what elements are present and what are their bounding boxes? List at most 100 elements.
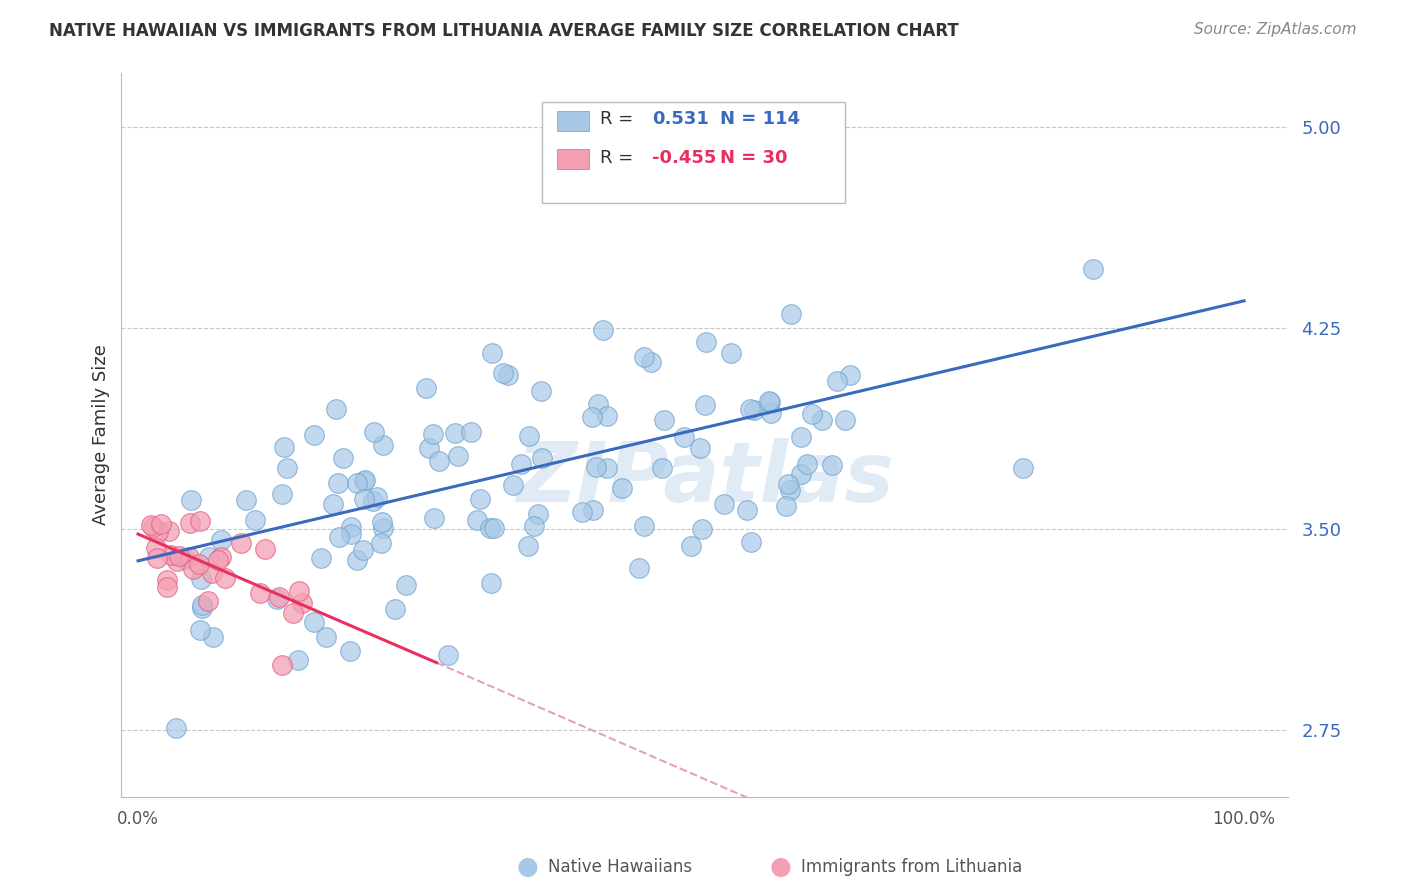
Point: [492, 367, 515, 381]
Point: [395, 577, 418, 591]
Point: [302, 427, 325, 442]
Point: [681, 539, 703, 553]
Point: [481, 346, 503, 360]
Point: [139, 517, 162, 532]
Point: [447, 449, 470, 463]
Point: [820, 458, 842, 473]
Point: [346, 476, 368, 491]
Point: [1011, 461, 1033, 475]
Point: [436, 648, 458, 662]
Text: N = 30: N = 30: [720, 149, 787, 167]
Point: [191, 598, 214, 612]
Point: [759, 406, 782, 420]
Text: Source: ZipAtlas.com: Source: ZipAtlas.com: [1194, 22, 1357, 37]
Text: NATIVE HAWAIIAN VS IMMIGRANTS FROM LITHUANIA AVERAGE FAMILY SIZE CORRELATION CHA: NATIVE HAWAIIAN VS IMMIGRANTS FROM LITHU…: [49, 22, 959, 40]
Point: [596, 461, 619, 475]
Point: [738, 401, 761, 416]
Point: [498, 368, 520, 383]
Text: ●: ●: [516, 855, 538, 879]
Point: [517, 429, 540, 443]
Point: [214, 570, 236, 584]
Point: [796, 457, 818, 471]
Point: [654, 413, 676, 427]
Point: [444, 426, 467, 441]
Point: [775, 499, 797, 513]
Point: [366, 490, 388, 504]
Point: [339, 519, 361, 533]
Point: [353, 475, 375, 489]
Point: [197, 594, 219, 608]
Point: [243, 512, 266, 526]
Point: [156, 580, 179, 594]
Point: [484, 521, 506, 535]
Point: [810, 413, 832, 427]
Point: [209, 533, 232, 547]
Point: [582, 503, 605, 517]
Point: [339, 643, 361, 657]
Point: [693, 398, 716, 412]
Text: -0.455: -0.455: [652, 149, 717, 167]
Point: [159, 548, 181, 562]
Point: [177, 549, 200, 564]
Y-axis label: Average Family Size: Average Family Size: [93, 344, 110, 525]
Point: [157, 524, 180, 538]
Point: [328, 530, 350, 544]
Point: [253, 542, 276, 557]
Point: [201, 630, 224, 644]
Point: [720, 346, 742, 360]
Point: [592, 323, 614, 337]
Point: [311, 550, 333, 565]
Point: [188, 514, 211, 528]
Point: [165, 721, 187, 735]
Point: [207, 553, 229, 567]
Point: [479, 521, 502, 535]
Point: [526, 507, 548, 521]
Point: [304, 615, 326, 630]
Text: 0.531: 0.531: [652, 110, 709, 128]
Point: [281, 606, 304, 620]
Point: [418, 441, 440, 455]
Point: [460, 425, 482, 439]
Point: [371, 438, 394, 452]
Text: ●: ●: [769, 855, 792, 879]
Point: [713, 497, 735, 511]
Point: [276, 461, 298, 475]
Point: [332, 450, 354, 465]
Point: [479, 575, 502, 590]
Point: [188, 557, 211, 571]
Point: [229, 536, 252, 550]
Point: [190, 601, 212, 615]
Point: [789, 467, 811, 481]
Point: [370, 535, 392, 549]
Point: [384, 602, 406, 616]
Point: [633, 519, 655, 533]
Text: ZIPatlas: ZIPatlas: [516, 438, 894, 519]
Point: [353, 473, 375, 487]
Text: R =: R =: [600, 149, 633, 167]
Point: [610, 481, 633, 495]
Point: [322, 497, 344, 511]
Point: [585, 460, 607, 475]
Point: [326, 475, 349, 490]
Point: [267, 591, 290, 605]
Point: [361, 494, 384, 508]
Point: [586, 397, 609, 411]
Point: [423, 511, 446, 525]
Point: [288, 584, 311, 599]
Point: [201, 566, 224, 581]
Point: [633, 350, 655, 364]
Point: [271, 658, 294, 673]
Point: [690, 522, 713, 536]
Point: [188, 623, 211, 637]
FancyBboxPatch shape: [557, 149, 589, 169]
Point: [363, 425, 385, 439]
Text: Native Hawaiians: Native Hawaiians: [548, 858, 693, 876]
Point: [371, 516, 394, 530]
FancyBboxPatch shape: [541, 102, 845, 203]
Point: [339, 526, 361, 541]
Point: [353, 491, 375, 506]
Text: N = 114: N = 114: [720, 110, 800, 128]
Point: [352, 543, 374, 558]
Point: [531, 450, 554, 465]
Text: R =: R =: [600, 110, 633, 128]
